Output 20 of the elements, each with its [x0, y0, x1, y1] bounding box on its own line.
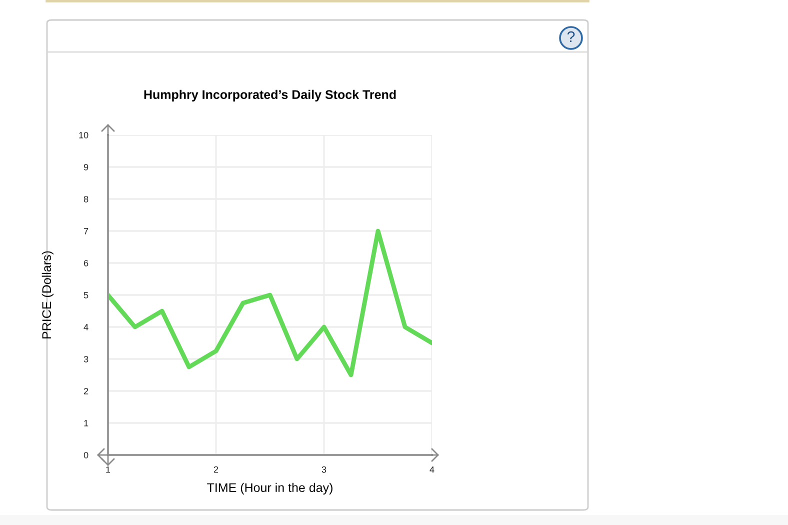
- chart-title: Humphry Incorporated’s Daily Stock Trend: [144, 90, 396, 102]
- y-tick-label: 7: [84, 228, 88, 234]
- y-tick-label: 6: [84, 260, 88, 266]
- x-tick-label: 2: [214, 466, 218, 473]
- y-tick-label: 2: [84, 388, 88, 394]
- y-axis-title: PRICE (Dollars): [42, 251, 54, 338]
- x-tick-label: 4: [430, 466, 434, 473]
- y-tick-label: 3: [84, 356, 88, 362]
- y-tick-label: 0: [84, 452, 88, 458]
- x-tick-label: 3: [322, 466, 326, 473]
- y-tick-label: 10: [79, 132, 88, 138]
- x-axis-title: TIME (Hour in the day): [207, 482, 332, 495]
- y-tick-label: 8: [84, 196, 88, 202]
- x-tick-label: 1: [106, 466, 110, 473]
- y-tick-label: 1: [84, 420, 88, 426]
- y-tick-label: 4: [84, 324, 88, 330]
- text: ?: [567, 31, 575, 42]
- y-tick-label: 5: [84, 292, 88, 298]
- y-tick-label: 9: [84, 164, 88, 170]
- line-series: [108, 228, 432, 378]
